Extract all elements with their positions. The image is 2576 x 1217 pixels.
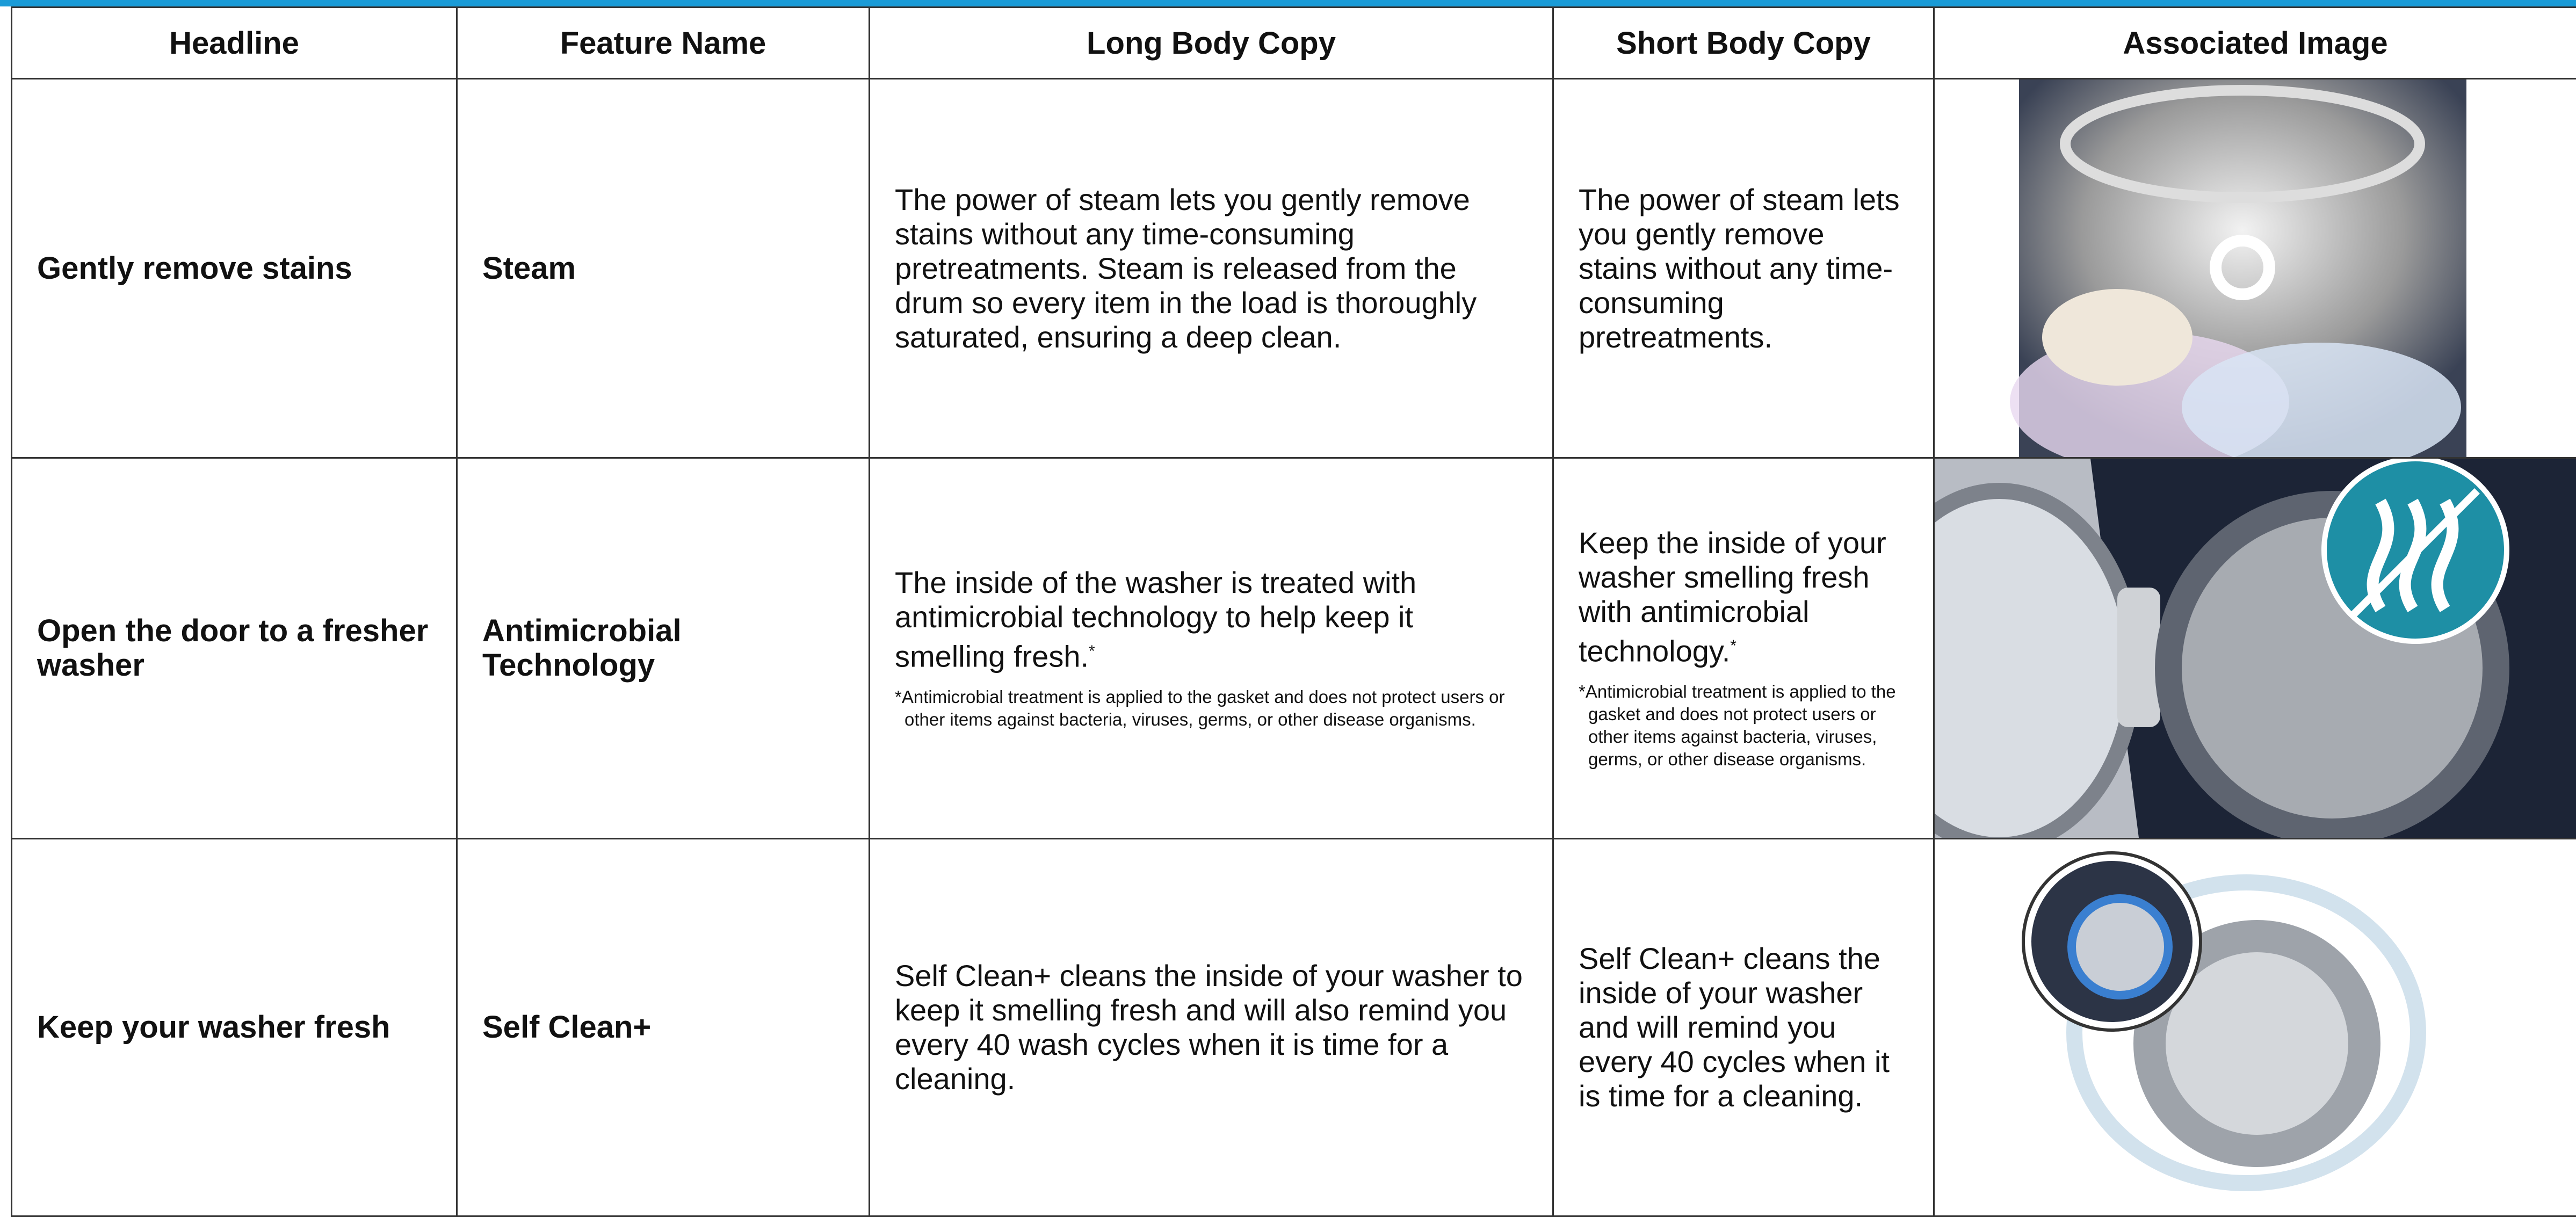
short-body-cell: Keep the inside of your washer smelling … [1553, 458, 1934, 839]
long-footnote: *Antimicrobial treatment is applied to t… [895, 686, 1528, 731]
feature-name: Steam [457, 79, 870, 458]
footnote-marker: * [1730, 637, 1736, 655]
short-footnote: *Antimicrobial treatment is applied to t… [1579, 680, 1908, 771]
steam-drum-image [1935, 79, 2576, 457]
long-body: The power of steam lets you gently remov… [895, 183, 1528, 354]
headline: Open the door to a fresher washer [12, 458, 457, 839]
image-cell [1934, 839, 2576, 1216]
long-body: Self Clean+ cleans the inside of your wa… [895, 959, 1528, 1096]
image-cell [1934, 458, 2576, 839]
antimicrobial-image [1935, 459, 2576, 838]
column-header: Short Body Copy [1553, 8, 1934, 79]
self-clean-image [1935, 839, 2576, 1215]
headline: Gently remove stains [12, 79, 457, 458]
top-bar [0, 0, 2576, 6]
column-header: Long Body Copy [870, 8, 1553, 79]
short-body: Keep the inside of your washer smelling … [1579, 526, 1908, 669]
long-body-cell: Self Clean+ cleans the inside of your wa… [870, 839, 1553, 1216]
column-header: Associated Image [1934, 8, 2576, 79]
column-header: Headline [12, 8, 457, 79]
header-row: Headline Feature Name Long Body Copy Sho… [12, 8, 2576, 79]
long-body: The inside of the washer is treated with… [895, 566, 1528, 674]
long-body-cell: The power of steam lets you gently remov… [870, 79, 1553, 458]
image-cell [1934, 79, 2576, 458]
feature-name: Self Clean+ [457, 839, 870, 1216]
short-body: Self Clean+ cleans the inside of your wa… [1579, 941, 1908, 1113]
row: Open the door to a fresher washer Antimi… [12, 458, 2576, 839]
row: Gently remove stains Steam The power of … [12, 79, 2576, 458]
column-header: Feature Name [457, 8, 870, 79]
footnote-marker: * [1089, 642, 1095, 660]
feature-table: Headline Feature Name Long Body Copy Sho… [11, 6, 2576, 1217]
long-body-cell: The inside of the washer is treated with… [870, 458, 1553, 839]
feature-name: Antimicrobial Technology [457, 458, 870, 839]
headline: Keep your washer fresh [12, 839, 457, 1216]
short-body-cell: The power of steam lets you gently remov… [1553, 79, 1934, 458]
short-body: The power of steam lets you gently remov… [1579, 183, 1908, 354]
long-body-text: The inside of the washer is treated with… [895, 566, 1416, 673]
row: Keep your washer fresh Self Clean+ Self … [12, 839, 2576, 1216]
short-body-cell: Self Clean+ cleans the inside of your wa… [1553, 839, 1934, 1216]
